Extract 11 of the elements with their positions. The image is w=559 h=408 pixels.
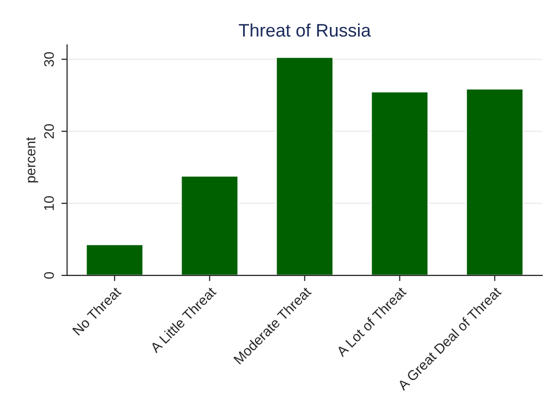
chart-title: Threat of Russia xyxy=(238,23,371,37)
y-tick-label: 30 xyxy=(44,52,54,66)
y-tick-label: 20 xyxy=(44,124,54,138)
bar xyxy=(85,244,144,276)
bar xyxy=(466,88,524,276)
bar xyxy=(275,56,334,276)
bar xyxy=(370,91,429,276)
y-tick-label: 0 xyxy=(44,272,54,279)
y-tick-label: 10 xyxy=(44,196,54,210)
bar xyxy=(180,175,239,276)
y-axis-title: percent xyxy=(26,137,38,182)
